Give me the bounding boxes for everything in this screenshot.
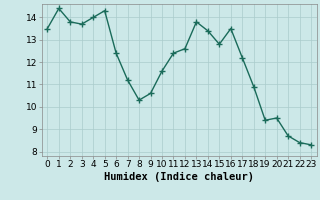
X-axis label: Humidex (Indice chaleur): Humidex (Indice chaleur) <box>104 172 254 182</box>
